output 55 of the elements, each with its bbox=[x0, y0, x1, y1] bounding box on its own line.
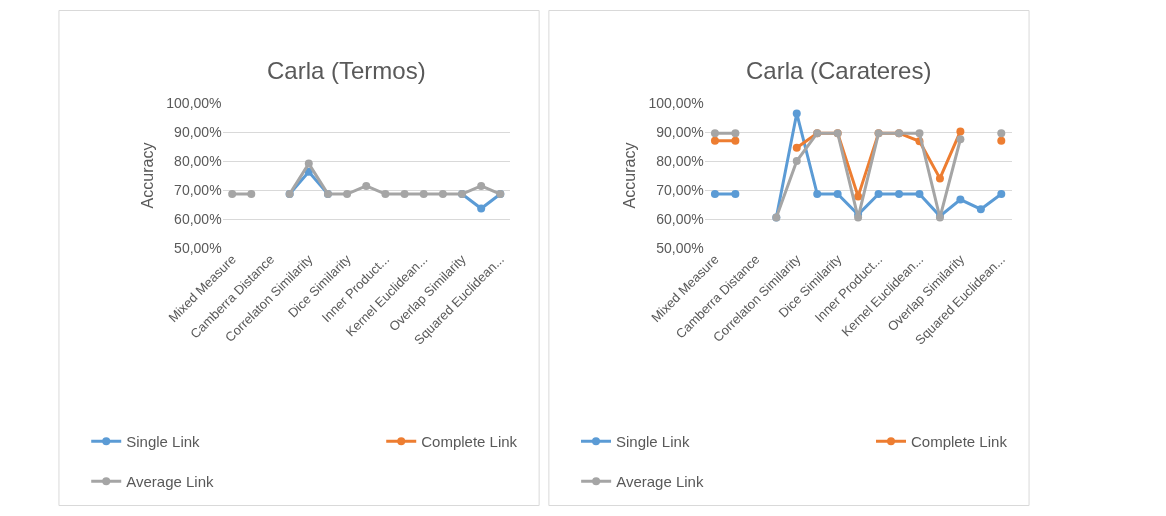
point bbox=[477, 204, 486, 213]
y-tick-label: 70,00% bbox=[174, 181, 222, 198]
point bbox=[438, 190, 447, 199]
legend-label: Average Link bbox=[616, 473, 704, 491]
y-tick-label: 90,00% bbox=[174, 123, 222, 140]
point bbox=[247, 190, 256, 199]
y-tick-label: 90,00% bbox=[656, 123, 704, 140]
point bbox=[956, 135, 965, 144]
point bbox=[304, 159, 313, 168]
point bbox=[381, 190, 390, 199]
y-tick-label: 80,00% bbox=[656, 152, 704, 169]
point bbox=[854, 192, 863, 201]
point bbox=[792, 143, 801, 152]
y-tick-label: 100,00% bbox=[648, 94, 704, 111]
point bbox=[343, 190, 352, 199]
y-axis-title: Accuracy bbox=[621, 142, 639, 209]
point bbox=[976, 205, 985, 214]
y-axis-title: Accuracy bbox=[139, 142, 157, 209]
legend-label: Single Link bbox=[616, 433, 690, 451]
y-tick-label: 60,00% bbox=[174, 210, 222, 227]
point bbox=[874, 190, 883, 199]
point bbox=[792, 109, 801, 118]
point bbox=[362, 181, 371, 190]
point bbox=[997, 190, 1006, 199]
point bbox=[477, 181, 486, 190]
y-tick-label: 80,00% bbox=[174, 152, 222, 169]
point bbox=[792, 157, 801, 165]
point bbox=[915, 190, 924, 199]
point bbox=[400, 190, 409, 199]
point bbox=[731, 136, 740, 145]
chart-title: Carla (Carateres) bbox=[746, 57, 932, 84]
y-tick-label: 60,00% bbox=[656, 210, 704, 227]
legend-label: Complete Link bbox=[421, 433, 518, 451]
y-tick-label: 100,00% bbox=[166, 94, 222, 111]
legend-label: Single Link bbox=[126, 433, 201, 451]
y-tick-label: 70,00% bbox=[656, 181, 704, 198]
point bbox=[956, 195, 965, 204]
legend-label: Complete Link bbox=[911, 433, 1008, 451]
point bbox=[710, 190, 719, 199]
point bbox=[710, 136, 719, 145]
point bbox=[813, 190, 822, 199]
y-tick-label: 50,00% bbox=[656, 239, 704, 256]
point bbox=[228, 190, 237, 199]
point bbox=[833, 190, 842, 199]
point bbox=[915, 129, 924, 138]
point bbox=[895, 190, 904, 199]
point bbox=[731, 190, 740, 199]
point bbox=[731, 129, 740, 138]
point bbox=[710, 129, 719, 138]
point bbox=[935, 174, 944, 183]
point bbox=[419, 190, 428, 199]
y-tick-label: 50,00% bbox=[174, 239, 222, 256]
chart-title: Carla (Termos) bbox=[267, 57, 426, 84]
legend-label: Average Link bbox=[126, 473, 214, 491]
point bbox=[956, 127, 965, 136]
